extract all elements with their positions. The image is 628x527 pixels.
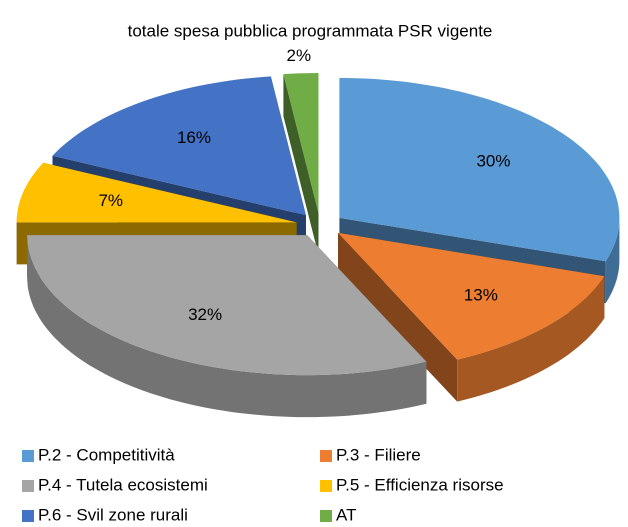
legend-swatch <box>22 510 34 522</box>
legend-swatch <box>320 450 332 462</box>
legend-label: P.6 - Svil zone rurali <box>38 505 188 524</box>
legend-swatch <box>22 480 34 492</box>
data-label: 13% <box>464 285 498 304</box>
slice-side <box>283 74 319 255</box>
legend-label: P.2 - Competitività <box>38 445 175 464</box>
slice <box>16 162 297 223</box>
chart-title: totale spesa pubblica programmata PSR vi… <box>128 21 493 40</box>
legend-label: P.5 - Efficienza risorse <box>336 475 504 494</box>
slice <box>52 76 306 216</box>
slice-rim <box>605 217 620 304</box>
data-label: 30% <box>476 151 510 170</box>
legend-label: P.4 - Tutela ecosistemi <box>38 475 208 494</box>
slice-side <box>338 232 458 402</box>
slice-rim <box>27 235 427 418</box>
slice <box>338 232 605 360</box>
slice <box>339 77 620 262</box>
data-label: 2% <box>287 46 312 65</box>
slice <box>27 235 427 376</box>
data-label: 32% <box>188 305 222 324</box>
data-label: 16% <box>177 128 211 147</box>
slice-rim <box>457 276 605 402</box>
legend-swatch <box>320 510 332 522</box>
data-label: 7% <box>98 191 123 210</box>
legend-label: AT <box>336 505 356 524</box>
slice <box>283 73 319 213</box>
legend-label: P.3 - Filiere <box>336 445 421 464</box>
legend-swatch <box>22 450 34 462</box>
legend-swatch <box>320 480 332 492</box>
